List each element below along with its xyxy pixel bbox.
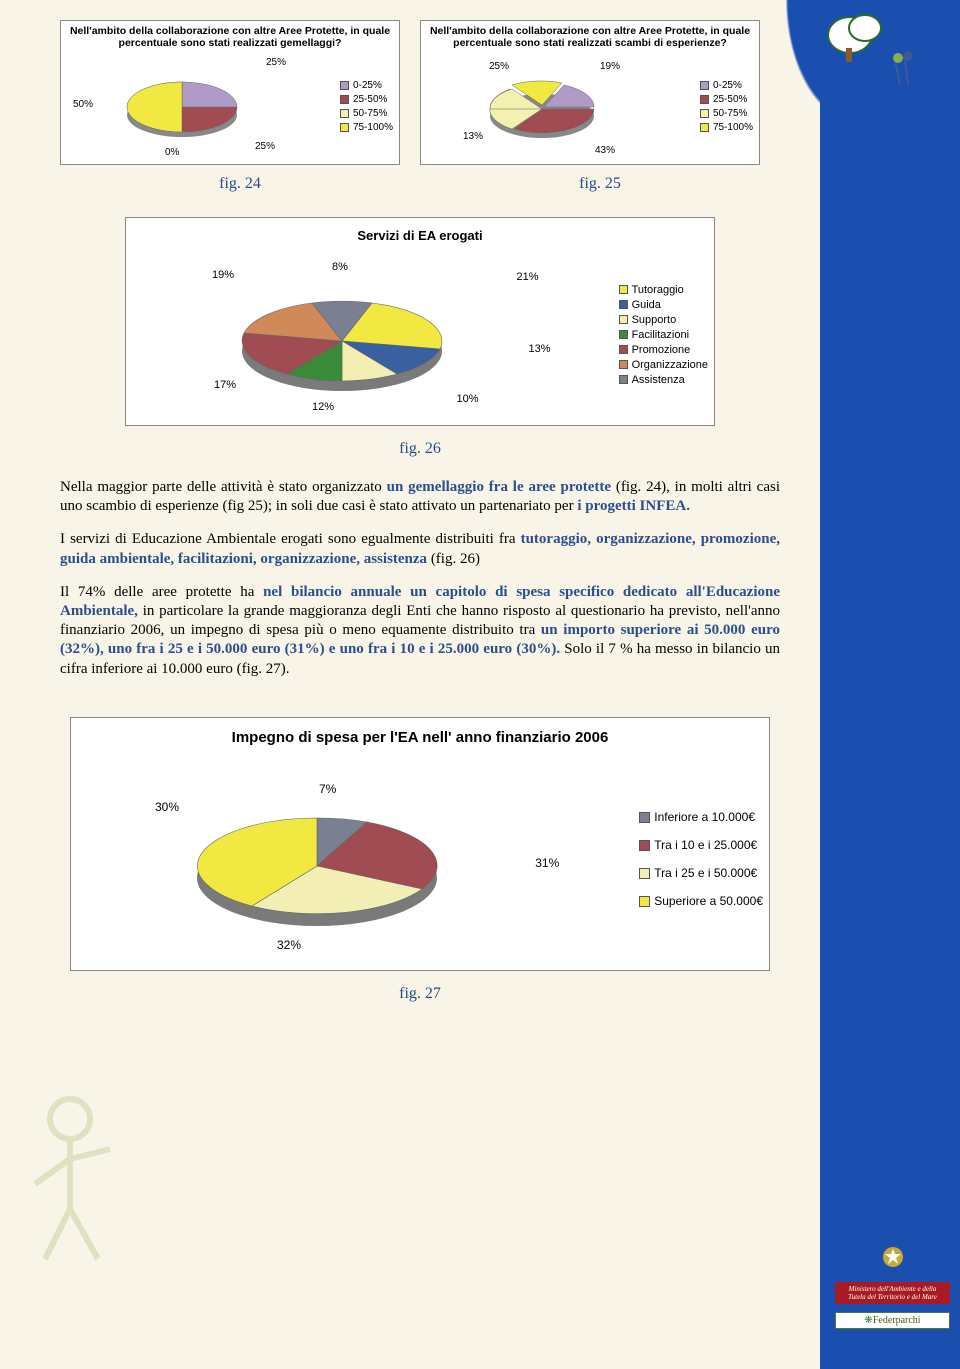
legend-swatch	[639, 840, 650, 851]
chart-27-legend: Inferiore a 10.000€ Tra i 10 e i 25.000€…	[639, 810, 763, 911]
header-illustration	[820, 10, 940, 110]
chart-24-legend: 0-25% 25-50% 50-75% 75-100%	[340, 80, 393, 136]
legend-label: Superiore a 50.000€	[654, 894, 763, 908]
chart-26-lbl-10: 10%	[457, 393, 479, 405]
chart-row-top: Nell'ambito della collaborazione con alt…	[60, 20, 780, 165]
legend-swatch	[700, 95, 709, 104]
chart-26-lbl-19: 19%	[212, 269, 234, 281]
chart-25: Nell'ambito della collaborazione con alt…	[420, 20, 760, 165]
chart-24-lbl-50: 50%	[73, 99, 93, 110]
fig-27-label: fig. 27	[60, 985, 780, 1003]
chart-27-pie: 7% 31% 32% 30%	[77, 756, 629, 966]
fig-24-label: fig. 24	[219, 175, 261, 193]
fig-labels-row1: fig. 24 fig. 25	[60, 175, 780, 193]
chart-25-lbl-19: 19%	[600, 61, 620, 72]
sidebar-logos: Ministero dell'Ambiente e della Tutela d…	[835, 1245, 950, 1329]
chart-26-title: Servizi di EA erogati	[132, 222, 708, 243]
federparchi-text: Federparchi	[873, 1315, 921, 1326]
legend-label: Facilitazioni	[632, 329, 689, 341]
emblem-icon	[879, 1245, 907, 1269]
text: Nella maggior parte delle attività è sta…	[60, 479, 387, 495]
chart-24-lbl-25a: 25%	[266, 57, 286, 68]
chart-24: Nell'ambito della collaborazione con alt…	[60, 20, 400, 165]
paragraph-1: Nella maggior parte delle attività è sta…	[60, 478, 780, 516]
text-bold: i progetti INFEA.	[577, 498, 690, 514]
chart-27-lbl-30: 30%	[155, 800, 179, 814]
legend-swatch	[700, 123, 709, 132]
text-bold: un gemellaggio fra le aree protette	[387, 479, 611, 495]
legend-label: 75-100%	[713, 122, 753, 133]
legend-label: 25-50%	[713, 94, 747, 105]
legend-label: Organizzazione	[632, 359, 708, 371]
chart-26-lbl-12: 12%	[312, 401, 334, 413]
chart-24-title: Nell'ambito della collaborazione con alt…	[67, 25, 393, 49]
chart-26: Servizi di EA erogati 19% 8%	[125, 217, 715, 426]
fig-25-label: fig. 25	[579, 175, 621, 193]
legend-swatch	[700, 81, 709, 90]
legend-label: 75-100%	[353, 122, 393, 133]
legend-swatch	[619, 285, 628, 294]
legend-label: Guida	[632, 299, 661, 311]
legend-label: Supporto	[632, 314, 677, 326]
legend-label: 50-75%	[713, 108, 747, 119]
paragraph-2: I servizi di Educazione Ambientale eroga…	[60, 530, 780, 568]
chart-26-legend: Tutoraggio Guida Supporto Facilitazioni …	[619, 284, 708, 389]
federparchi-logo: ❋Federparchi	[835, 1312, 950, 1329]
legend-label: Promozione	[632, 344, 691, 356]
legend-swatch	[700, 109, 709, 118]
chart-25-legend: 0-25% 25-50% 50-75% 75-100%	[700, 80, 753, 136]
chart-24-lbl-25b: 25%	[255, 141, 275, 152]
chart-24-pie: 25% 25% 0% 50%	[67, 55, 330, 160]
chart-26-lbl-21: 21%	[517, 271, 539, 283]
chart-25-lbl-13: 13%	[463, 131, 483, 142]
legend-swatch	[619, 360, 628, 369]
legend-swatch	[619, 330, 628, 339]
chart-26-lbl-13: 13%	[529, 343, 551, 355]
chart-27-lbl-7: 7%	[319, 782, 336, 796]
chart-25-lbl-43: 43%	[595, 145, 615, 156]
ministry-logo: Ministero dell'Ambiente e della Tutela d…	[835, 1282, 950, 1304]
chart-27-title-text: Impegno di spesa per l'EA nell' anno fin…	[232, 729, 609, 746]
legend-label: 0-25%	[713, 80, 742, 91]
chart-26-lbl-8: 8%	[332, 261, 348, 273]
chart-26-pie: 19% 8% 21% 13% 10% 12% 17%	[132, 251, 609, 421]
legend-swatch	[340, 123, 349, 132]
chart-27-title: Impegno di spesa per l'EA nell' anno fin…	[77, 722, 763, 748]
legend-swatch	[639, 896, 650, 907]
legend-label: Tra i 25 e i 50.000€	[654, 866, 757, 880]
legend-swatch	[340, 109, 349, 118]
legend-swatch	[639, 868, 650, 879]
legend-label: Inferiore a 10.000€	[654, 810, 755, 824]
legend-label: Tutoraggio	[632, 284, 684, 296]
legend-label: 50-75%	[353, 108, 387, 119]
legend-swatch	[619, 315, 628, 324]
legend-label: Tra i 10 e i 25.000€	[654, 838, 757, 852]
text: (fig. 26)	[431, 551, 480, 567]
chart-25-pie: 25% 19% 43% 13%	[427, 55, 690, 160]
legend-swatch	[619, 345, 628, 354]
chart-24-lbl-0: 0%	[165, 147, 179, 158]
legend-label: Assistenza	[632, 374, 685, 386]
chart-25-title: Nell'ambito della collaborazione con alt…	[427, 25, 753, 49]
legend-label: 25-50%	[353, 94, 387, 105]
fig-26-label: fig. 26	[60, 440, 780, 458]
chart-27: Impegno di spesa per l'EA nell' anno fin…	[70, 717, 770, 971]
sidebar-blue	[820, 0, 960, 1369]
paragraph-3: Il 74% delle aree protette ha nel bilanc…	[60, 583, 780, 679]
chart-25-lbl-25: 25%	[489, 61, 509, 72]
legend-swatch	[340, 95, 349, 104]
legend-swatch	[619, 300, 628, 309]
legend-swatch	[340, 81, 349, 90]
legend-swatch	[619, 375, 628, 384]
legend-label: 0-25%	[353, 80, 382, 91]
chart-27-lbl-31: 31%	[535, 856, 559, 870]
main-content: Nell'ambito della collaborazione con alt…	[60, 20, 780, 1023]
text: Il 74% delle aree protette ha	[60, 584, 263, 600]
chart-26-lbl-17: 17%	[214, 379, 236, 391]
legend-swatch	[639, 812, 650, 823]
background-stickfigure	[20, 1089, 140, 1269]
chart-27-lbl-32: 32%	[277, 938, 301, 952]
text: I servizi di Educazione Ambientale eroga…	[60, 531, 521, 547]
